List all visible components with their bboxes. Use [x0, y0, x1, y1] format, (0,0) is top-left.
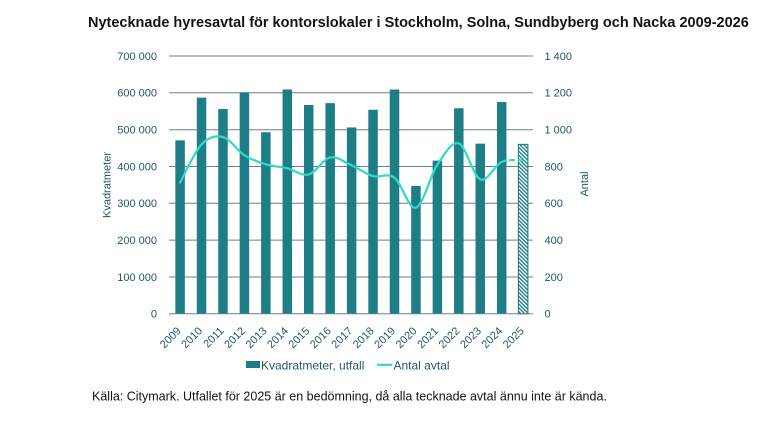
- svg-text:800: 800: [545, 161, 563, 173]
- svg-text:500 000: 500 000: [117, 125, 157, 137]
- svg-text:400: 400: [545, 235, 563, 247]
- svg-text:600 000: 600 000: [117, 88, 157, 100]
- svg-text:1 000: 1 000: [545, 125, 573, 137]
- svg-text:Antal: Antal: [579, 171, 591, 196]
- svg-text:Antal avtal: Antal avtal: [394, 359, 450, 373]
- svg-text:700 000: 700 000: [117, 51, 157, 63]
- svg-text:200 000: 200 000: [117, 235, 157, 247]
- svg-text:300 000: 300 000: [117, 198, 157, 210]
- svg-text:400 000: 400 000: [117, 161, 157, 173]
- svg-text:0: 0: [151, 309, 157, 321]
- svg-text:1 400: 1 400: [545, 51, 573, 63]
- svg-text:Källa: Citymark. Utfallet för: Källa: Citymark. Utfallet för 2025 är en…: [92, 390, 607, 404]
- svg-text:100 000: 100 000: [117, 272, 157, 284]
- svg-text:600: 600: [545, 198, 563, 210]
- svg-text:Kvadratmeter: Kvadratmeter: [102, 152, 114, 218]
- svg-text:200: 200: [545, 272, 563, 284]
- svg-text:1 200: 1 200: [545, 88, 573, 100]
- svg-text:0: 0: [545, 309, 551, 321]
- svg-text:Kvadratmeter, utfall: Kvadratmeter, utfall: [261, 359, 364, 373]
- svg-text:Nytecknade hyresavtal för kont: Nytecknade hyresavtal för kontorslokaler…: [88, 15, 749, 31]
